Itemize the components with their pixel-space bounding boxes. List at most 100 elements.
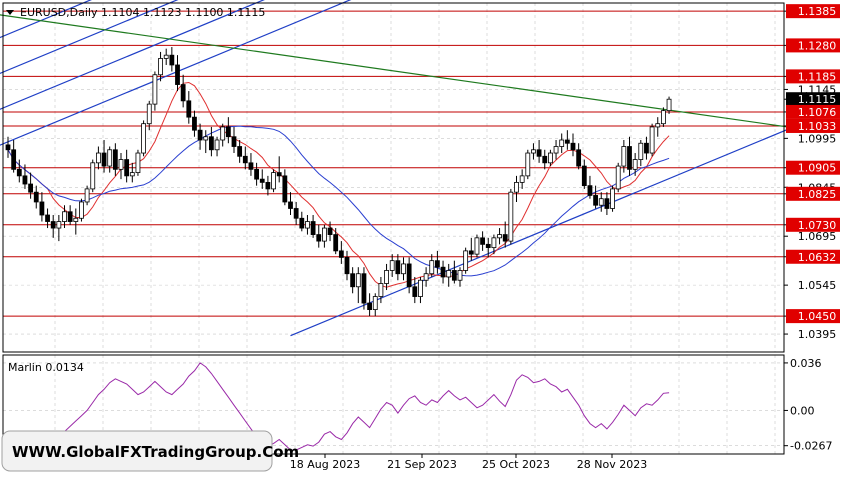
price-label-bg	[786, 186, 840, 201]
candle	[288, 192, 293, 216]
symbol-header: EURUSD,Daily 1.1104 1.1123 1.1100 1.1115	[20, 6, 265, 19]
candle-bear	[39, 201, 45, 216]
candle	[457, 267, 463, 287]
candle	[333, 228, 339, 255]
price-label: 1.0825	[798, 188, 837, 201]
candle	[73, 208, 79, 235]
collapse-arrow-icon[interactable]	[6, 10, 14, 15]
candle-bear	[434, 260, 440, 268]
candle-bear	[485, 243, 491, 249]
candle-bear	[288, 201, 293, 209]
candle	[372, 293, 378, 317]
candle	[101, 139, 107, 173]
candle	[598, 192, 604, 212]
candle-bear	[282, 175, 288, 203]
candle-bull	[418, 279, 423, 297]
candle-bull	[355, 273, 361, 288]
price-label: 1.1076	[798, 106, 837, 119]
candle-bear	[186, 100, 192, 118]
candle	[581, 159, 587, 189]
candle-bear	[468, 250, 474, 255]
candle	[384, 263, 389, 291]
oscillator-title: Marlin 0.0134	[8, 361, 84, 374]
candle	[276, 156, 282, 183]
candle	[542, 149, 548, 170]
candle	[242, 146, 248, 170]
price-label: 1.1033	[798, 120, 837, 133]
time-label: 18 Aug 2023	[290, 458, 360, 471]
candle-bear	[310, 221, 316, 235]
candle-bull	[158, 58, 163, 76]
candle-bull	[372, 296, 378, 310]
candle-bear	[5, 144, 11, 151]
price-label: 1.0905	[798, 162, 837, 175]
candle-bear	[395, 260, 401, 275]
candle	[180, 74, 186, 108]
candle-bear	[124, 159, 130, 177]
candle-bear	[627, 146, 632, 170]
price-label-bg	[786, 309, 840, 324]
trend-lines	[0, 0, 828, 337]
candle-bull	[531, 149, 536, 154]
candle	[39, 192, 45, 222]
candle-bull	[79, 201, 84, 219]
candle-bull	[632, 159, 638, 170]
candle-bull	[649, 126, 655, 154]
candle	[254, 162, 260, 186]
candle-bear	[593, 195, 598, 206]
candle	[62, 205, 67, 229]
candle	[536, 139, 542, 163]
trend-line-green	[0, 14, 800, 130]
candle	[129, 162, 135, 183]
candle	[638, 139, 644, 167]
candle-bear	[367, 302, 373, 310]
candle-bear	[242, 155, 248, 164]
candle-bull	[446, 270, 452, 278]
candle-bull	[152, 74, 158, 105]
candle	[525, 149, 531, 180]
candle	[610, 185, 615, 212]
candle	[344, 250, 350, 281]
candle	[497, 228, 502, 245]
candle-bull	[118, 159, 124, 170]
candle-bull	[62, 211, 67, 222]
candle-bear	[570, 142, 576, 151]
candle-bear	[406, 263, 412, 288]
candle	[406, 257, 412, 294]
candle	[564, 130, 570, 150]
candle-bull	[129, 172, 135, 177]
candle-bear	[33, 191, 39, 203]
candle	[152, 71, 158, 111]
price-label: 1.0395	[798, 328, 837, 341]
candle	[321, 224, 327, 248]
candle-bull	[389, 260, 395, 271]
price-label-bg	[786, 249, 840, 264]
candle-bull	[615, 165, 621, 190]
watermark: WWW.GlobalFXTradingGroup.Com	[1, 430, 299, 472]
candle-bear	[225, 126, 231, 138]
candle	[502, 221, 508, 248]
candle-bear	[440, 266, 446, 278]
time-axis: 18 Aug 2023 21 Sep 2023 25 Oct 2023 28 Nov …	[290, 454, 647, 471]
price-label-bg	[786, 160, 840, 175]
candle-bull	[378, 283, 384, 297]
candle	[531, 143, 536, 160]
candle-bull	[305, 221, 310, 229]
candle-bull	[463, 250, 469, 271]
candle-bull	[135, 152, 141, 174]
candle-bull	[514, 181, 519, 193]
candle-bull	[559, 139, 565, 147]
candle	[649, 123, 655, 157]
candle	[11, 139, 17, 173]
candle-bull	[519, 175, 525, 183]
candle	[214, 136, 220, 157]
price-label-bg	[786, 69, 840, 84]
candle	[231, 126, 237, 154]
candle-bear	[169, 54, 175, 66]
candle-bull	[429, 260, 435, 275]
candle	[434, 250, 440, 274]
candle-bull	[525, 152, 531, 177]
price-label: 1.1115	[798, 93, 837, 106]
candle	[395, 254, 401, 281]
